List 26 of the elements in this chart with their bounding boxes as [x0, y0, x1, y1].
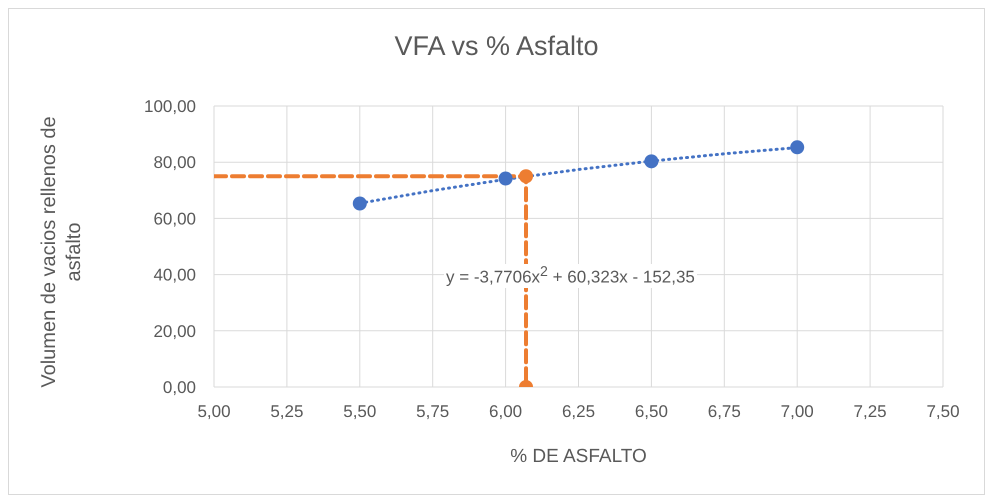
x-tick-label: 6,00 [489, 402, 522, 422]
x-tick-label: 5,50 [343, 402, 376, 422]
point [519, 169, 534, 184]
x-tick-label: 6,50 [634, 402, 668, 422]
y-axis-title: Volumen de vacios rellenos de asfalto [37, 115, 86, 390]
x-tick-label: 7,00 [780, 402, 814, 422]
x-tick-label: 7,50 [926, 402, 960, 422]
y-tick-label: 0,00 [162, 378, 196, 398]
y-tick-label: 60,00 [153, 209, 196, 228]
chart-title: VFA vs % Asfalto [393, 31, 600, 62]
x-tick-label: 5,25 [270, 402, 304, 422]
annotation: y = -3,7706x$^{2}$ + 60,323x - 152,35 [444, 264, 697, 288]
x-tick-label: 6,25 [562, 402, 596, 422]
y-tick-label: 40,00 [153, 266, 196, 285]
x-tick-label: 5,00 [197, 402, 231, 422]
y-tick-label: 20,00 [153, 322, 196, 341]
y-tick-label: 100,00 [144, 97, 196, 116]
y-tick-label: 80,00 [153, 153, 196, 172]
point [352, 196, 367, 211]
x-tick-label: 6,75 [708, 402, 741, 422]
x-tick-label: 7,25 [854, 402, 887, 422]
x-tick-label: 5,75 [416, 402, 450, 422]
point [498, 172, 513, 186]
point [790, 140, 804, 154]
x-axis-title: % DE ASFALTO [509, 446, 648, 468]
point [644, 154, 658, 168]
